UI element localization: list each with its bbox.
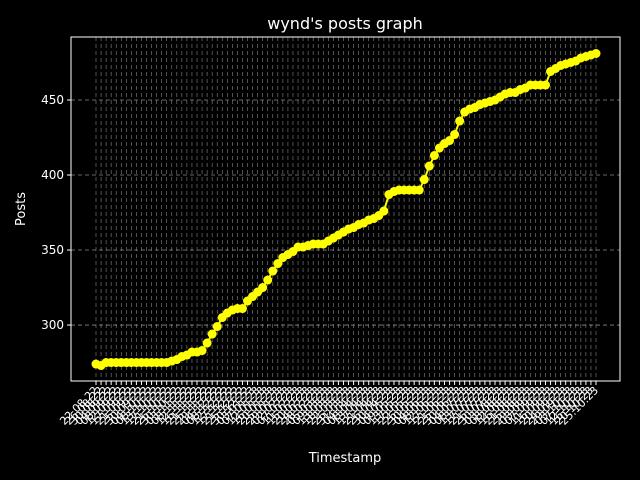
y-tick-label: 400 [41,168,64,182]
y-axis-label: Posts [14,192,29,226]
data-point [540,80,550,90]
data-point [237,304,247,314]
y-tick-label: 450 [41,93,64,107]
data-point [445,136,455,146]
plot-frame [70,36,621,382]
data-point [414,185,424,195]
data-point [263,275,273,285]
data-point [455,116,465,126]
data-point [197,346,207,356]
data-point [591,49,601,59]
data-point [419,175,429,185]
data-point [450,130,460,140]
data-point [429,151,439,161]
data-point [268,266,278,276]
y-tick-label: 350 [41,243,64,257]
data-point [202,338,212,348]
data-point [379,206,389,216]
y-tick-label: 300 [41,318,64,332]
x-axis-label: Timestamp [308,451,382,466]
data-point [212,322,222,332]
data-point [273,259,283,269]
chart-title: wynd's posts graph [267,14,422,33]
data-point [207,329,217,339]
data-point [424,161,434,171]
data-point [258,283,268,293]
